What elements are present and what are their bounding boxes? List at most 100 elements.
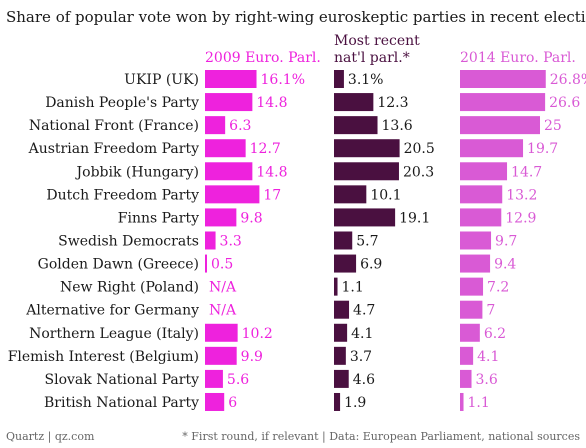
bar-s3-slovak-national-party	[460, 369, 472, 388]
category-label-golden-dawn-greece: Golden Dawn (Greece)	[38, 257, 199, 273]
bar-s3-national-front-france	[460, 116, 540, 135]
bar-s2-danish-people-s-party	[334, 93, 374, 112]
category-label-danish-people-s-party: Danish People's Party	[45, 95, 199, 111]
series-header-2-line-1: Most recent	[334, 33, 420, 49]
bar-s2-alternative-for-germany	[334, 300, 350, 319]
footer-source-left: Quartz | qz.com	[6, 430, 95, 444]
bar-s2-new-right-poland	[334, 277, 338, 296]
bar-s1-austrian-freedom-party	[205, 139, 246, 158]
value-label-s2-slovak-national-party: 4.6	[353, 372, 375, 388]
bar-s3-jobbik-hungary	[460, 162, 508, 181]
value-label-s3-flemish-interest-belgium: 4.1	[477, 349, 499, 365]
bar-s3-swedish-democrats	[460, 231, 492, 250]
category-label-new-right-poland: New Right (Poland)	[60, 280, 199, 296]
value-label-s3-slovak-national-party: 3.6	[476, 372, 498, 388]
category-label-northern-league-italy: Northern League (Italy)	[29, 326, 199, 342]
value-label-s2-alternative-for-germany: 4.7	[353, 303, 375, 319]
footer-source-right: * First round, if relevant | Data: Europ…	[182, 430, 580, 444]
bar-s2-ukip-uk	[334, 70, 344, 88]
bar-s2-austrian-freedom-party	[334, 139, 400, 158]
bar-s3-dutch-freedom-party	[460, 185, 503, 204]
bar-s2-northern-league-italy	[334, 323, 348, 342]
bar-s3-northern-league-italy	[460, 323, 480, 342]
bar-s1-flemish-interest-belgium	[205, 346, 237, 365]
category-label-dutch-freedom-party: Dutch Freedom Party	[46, 187, 199, 203]
value-label-s2-swedish-democrats: 5.7	[356, 233, 378, 249]
bar-s3-flemish-interest-belgium	[460, 346, 474, 365]
value-label-s2-dutch-freedom-party: 10.1	[370, 187, 401, 203]
bar-s1-slovak-national-party	[205, 369, 223, 388]
bar-s2-national-front-france	[334, 116, 378, 135]
bar-s1-national-front-france	[205, 116, 226, 135]
value-label-s1-swedish-democrats: 3.3	[220, 233, 242, 249]
value-label-s1-flemish-interest-belgium: 9.9	[241, 349, 263, 365]
value-label-s1-jobbik-hungary: 14.8	[256, 164, 287, 180]
value-label-s3-new-right-poland: 7.2	[487, 280, 509, 296]
value-label-s1-alternative-for-germany: N/A	[209, 303, 237, 319]
category-label-jobbik-hungary: Jobbik (Hungary)	[75, 164, 199, 180]
bar-s3-ukip-uk	[460, 70, 546, 88]
bar-s2-swedish-democrats	[334, 231, 353, 250]
value-label-s1-golden-dawn-greece: 0.5	[211, 257, 233, 273]
value-label-s2-danish-people-s-party: 12.3	[377, 95, 408, 111]
value-label-s1-dutch-freedom-party: 17	[263, 187, 281, 203]
value-label-s1-national-front-france: 6.3	[229, 118, 251, 134]
value-label-s2-british-national-party: 1.9	[344, 395, 366, 411]
value-label-s3-national-front-france: 25	[544, 118, 562, 134]
value-label-s3-austrian-freedom-party: 19.7	[527, 141, 558, 157]
value-label-s3-golden-dawn-greece: 9.4	[494, 257, 516, 273]
value-label-s2-austrian-freedom-party: 20.5	[404, 141, 435, 157]
value-label-s1-finns-party: 9.8	[240, 210, 262, 226]
value-label-s2-northern-league-italy: 4.1	[351, 326, 373, 342]
category-label-alternative-for-germany: Alternative for Germany	[25, 303, 199, 319]
value-label-s3-swedish-democrats: 9.7	[495, 233, 517, 249]
category-labels: UKIP (UK) Danish People's Party National F…	[8, 72, 199, 411]
bar-s1-dutch-freedom-party	[205, 185, 260, 204]
value-label-s1-slovak-national-party: 5.6	[227, 372, 249, 388]
bar-s2-british-national-party	[334, 392, 341, 411]
category-label-finns-party: Finns Party	[118, 210, 199, 226]
bar-s2-finns-party	[334, 208, 396, 227]
series-header-3: 2014 Euro. Parl.	[460, 50, 576, 66]
bar-s1-british-national-party	[205, 392, 225, 411]
bar-s1-danish-people-s-party	[205, 93, 253, 112]
value-label-s3-ukip-uk: 26.8%	[550, 72, 586, 88]
value-label-s2-golden-dawn-greece: 6.9	[360, 257, 382, 273]
value-label-s1-northern-league-italy: 10.2	[242, 326, 273, 342]
bar-s1-ukip-uk	[205, 70, 257, 88]
chart-title: Share of popular vote won by right-wing …	[6, 8, 586, 26]
bar-s2-golden-dawn-greece	[334, 254, 357, 273]
bars	[205, 70, 546, 411]
value-label-s2-new-right-poland: 1.1	[342, 280, 364, 296]
value-label-s1-british-national-party: 6	[228, 395, 237, 411]
series-header-1: 2009 Euro. Parl.	[205, 50, 321, 66]
value-label-s1-ukip-uk: 16.1%	[261, 72, 305, 88]
bar-s2-jobbik-hungary	[334, 162, 399, 181]
value-label-s2-flemish-interest-belgium: 3.7	[350, 349, 372, 365]
bar-s3-new-right-poland	[460, 277, 484, 296]
bar-s2-flemish-interest-belgium	[334, 346, 346, 365]
bar-s1-swedish-democrats	[205, 231, 216, 250]
series-header-2-line-2: nat'l parl.*	[334, 50, 410, 66]
bar-s3-golden-dawn-greece	[460, 254, 491, 273]
category-label-flemish-interest-belgium: Flemish Interest (Belgium)	[8, 349, 199, 365]
bar-s1-golden-dawn-greece	[205, 254, 207, 273]
bar-s1-northern-league-italy	[205, 323, 238, 342]
value-label-s3-finns-party: 12.9	[505, 210, 536, 226]
bar-s1-finns-party	[205, 208, 237, 227]
category-label-british-national-party: British National Party	[44, 395, 199, 411]
value-label-s1-austrian-freedom-party: 12.7	[250, 141, 281, 157]
category-label-ukip-uk: UKIP (UK)	[124, 72, 199, 88]
value-label-s2-finns-party: 19.1	[399, 210, 430, 226]
bar-s3-alternative-for-germany	[460, 300, 483, 319]
value-label-s3-northern-league-italy: 6.2	[484, 326, 506, 342]
value-labels: 16.1% 14.8 6.3 12.7 14.8 179.8 3.3 0.5 N/A N/A 10.…	[209, 72, 586, 411]
bar-s3-austrian-freedom-party	[460, 139, 524, 158]
value-label-s3-alternative-for-germany: 7	[486, 303, 495, 319]
value-label-s2-national-front-france: 13.6	[382, 118, 413, 134]
category-label-national-front-france: National Front (France)	[29, 118, 199, 134]
value-label-s3-jobbik-hungary: 14.7	[511, 164, 542, 180]
value-label-s2-ukip-uk: 3.1%	[348, 72, 384, 88]
